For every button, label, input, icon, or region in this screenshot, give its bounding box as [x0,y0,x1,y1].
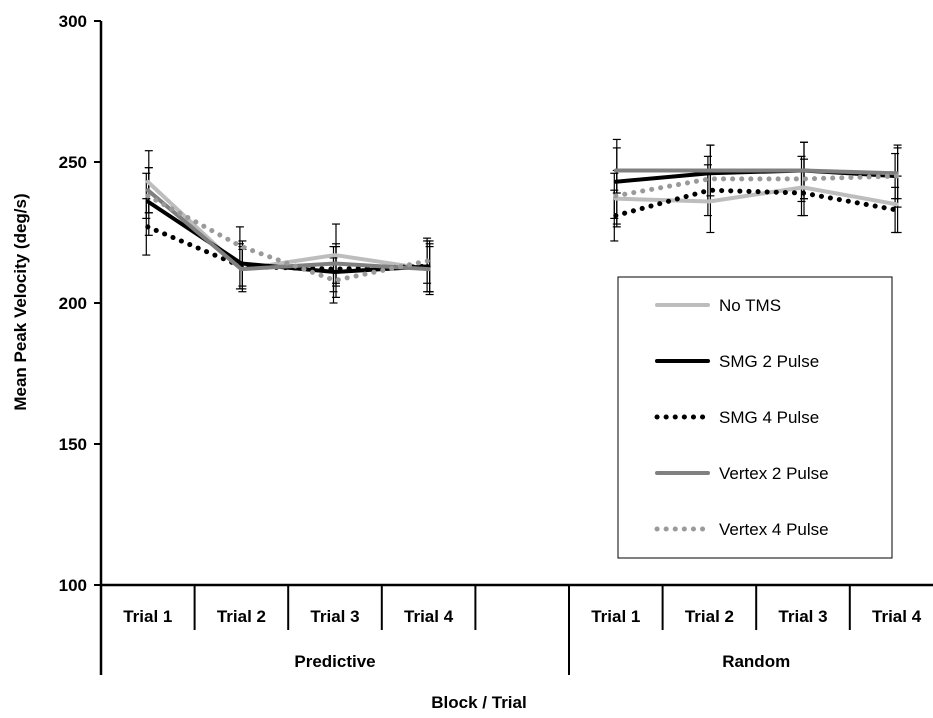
x-tick-label: Trial 4 [404,607,454,626]
y-tick-label: 150 [59,435,87,454]
series-lines [145,168,900,283]
x-axis-title: Block / Trial [431,693,526,712]
x-tick-label: Trial 3 [310,607,359,626]
x-categories: Trial 1 Trial 2 Trial 3 Trial 4 Predictive Tr… [123,585,922,675]
group-label: Predictive [294,652,375,671]
x-tick-label: Trial 1 [591,607,640,626]
x-tick-label: Trial 3 [778,607,827,626]
group-label: Random [722,652,790,671]
y-tick-label: 300 [59,12,87,31]
x-tick-label: Trial 1 [123,607,172,626]
y-tick-label: 250 [59,153,87,172]
series-line-vertex-4-pulse [145,193,432,283]
y-ticks: 100 150 200 250 300 [59,12,101,595]
series-line-no-tms [613,185,899,207]
legend-label: SMG 4 Pulse [719,408,819,427]
x-tick-label: Trial 2 [217,607,266,626]
series-line-vertex-2-pulse [613,168,899,176]
legend: No TMS SMG 2 Pulse SMG 4 Pulse Vertex 2 Pul… [617,276,893,559]
axes [99,21,933,675]
legend-label: SMG 2 Pulse [719,352,819,371]
legend-label: No TMS [719,296,781,315]
legend-label: Vertex 2 Pulse [719,464,829,483]
legend-label: Vertex 4 Pulse [719,520,829,539]
x-tick-label: Trial 4 [872,607,922,626]
y-axis-title: Mean Peak Velocity (deg/s) [11,193,30,410]
y-tick-label: 100 [59,576,87,595]
y-tick-label: 200 [59,294,87,313]
series-line-vertex-4-pulse [613,173,900,199]
series-line-smg-4-pulse [613,187,900,219]
series-line-vertex-2-pulse [145,188,431,272]
x-tick-label: Trial 2 [685,607,734,626]
